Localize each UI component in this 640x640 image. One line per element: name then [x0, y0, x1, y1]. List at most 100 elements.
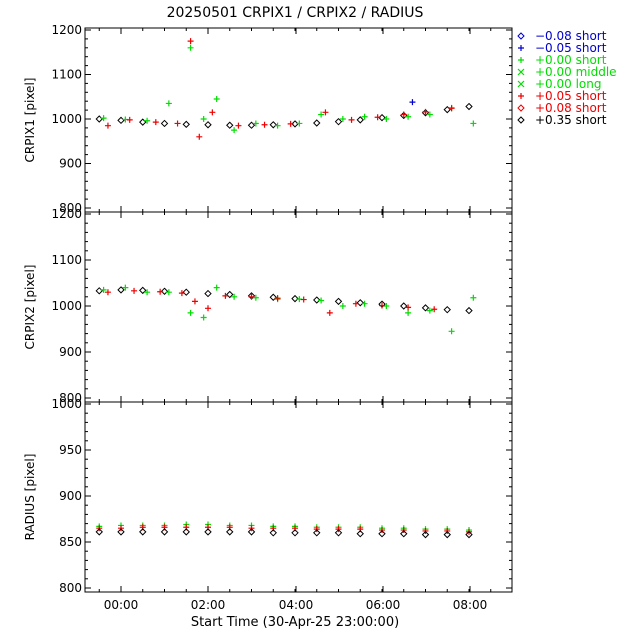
panel-frame	[84, 401, 513, 593]
data-points	[95, 284, 477, 335]
data-point	[152, 119, 159, 126]
y-tick-label: 800	[59, 391, 82, 405]
y-tick-label: 1100	[51, 253, 82, 267]
legend-marker	[518, 57, 524, 63]
data-point	[231, 293, 238, 300]
data-point	[252, 120, 259, 127]
data-point	[318, 297, 325, 304]
legend: −0.08 short−0.05 short+0.00 short+0.00 m…	[517, 29, 617, 127]
data-point	[313, 119, 321, 127]
x-axis-label: Start Time (30-Apr-25 23:00:00)	[191, 615, 399, 630]
data-point	[187, 38, 194, 45]
data-point	[247, 528, 256, 536]
y-tick-label: 800	[59, 201, 82, 215]
data-point	[200, 314, 207, 321]
data-point	[313, 529, 321, 537]
panel-1: 800 900 1000 1100 1200 CRPIX1 [pixel]	[23, 23, 513, 215]
data-point	[226, 290, 234, 299]
data-point	[318, 111, 325, 118]
data-point	[421, 304, 430, 312]
data-point	[231, 127, 238, 134]
data-point	[117, 116, 125, 125]
data-point	[356, 530, 364, 538]
data-point	[269, 293, 277, 301]
data-point	[144, 289, 151, 296]
data-point	[378, 530, 386, 538]
legend-marker	[518, 93, 524, 99]
y-tick-label: 900	[59, 157, 82, 171]
panel-3: 800 850 900 950 1000 RADIUS [pixel]	[23, 397, 513, 595]
data-point	[95, 287, 103, 295]
data-point	[165, 289, 172, 296]
data-point	[95, 115, 103, 123]
y-tick-label: 1200	[51, 23, 82, 37]
data-point	[200, 116, 207, 122]
y-axis-label: RADIUS [pixel]	[23, 454, 37, 541]
data-point	[334, 117, 343, 126]
data-point	[261, 121, 268, 128]
legend-marker	[518, 45, 524, 51]
data-point	[247, 121, 256, 129]
x-tick-labels: 00:00 02:00 04:00 06:00 08:00	[104, 598, 488, 612]
data-point	[291, 294, 299, 303]
y-tick-label: 800	[59, 581, 82, 595]
y-tick-label: 1100	[51, 68, 82, 82]
x-tick-label: 08:00	[453, 598, 488, 612]
data-point	[139, 286, 147, 295]
y-tick-label: 950	[59, 443, 82, 457]
data-point	[348, 116, 355, 123]
data-point	[339, 116, 346, 122]
data-point	[291, 529, 299, 537]
data-point	[213, 284, 220, 291]
y-tick-label: 900	[59, 345, 82, 359]
data-point	[252, 294, 259, 301]
y-tick-label: 1000	[51, 397, 82, 411]
y-tick-label: 1000	[51, 112, 82, 126]
y-tick-label: 900	[59, 489, 82, 503]
data-point	[104, 289, 111, 296]
data-point	[400, 111, 407, 118]
panels: 800 900 1000 1100 1200 CRPIX1 [pixel] 800 900 10…	[23, 23, 513, 595]
data-point	[95, 528, 103, 536]
legend-marker	[517, 116, 525, 124]
data-point	[300, 296, 307, 303]
data-point	[187, 309, 194, 316]
data-point	[400, 302, 408, 310]
data-point	[122, 284, 129, 291]
panel-frame	[84, 27, 513, 213]
data-point	[222, 292, 229, 299]
legend-label: +0.05 short	[535, 89, 607, 103]
data-point	[405, 113, 412, 120]
data-point	[117, 528, 125, 536]
data-point	[269, 529, 277, 537]
data-point	[443, 305, 451, 314]
data-point	[405, 304, 412, 311]
data-point	[204, 528, 212, 536]
data-point	[383, 116, 390, 122]
data-point	[287, 120, 294, 127]
y-axis-label: CRPIX1 [pixel]	[23, 78, 37, 163]
data-point	[443, 530, 451, 539]
data-point	[182, 288, 190, 296]
data-points	[95, 521, 473, 539]
y-tick-label: 1200	[51, 207, 82, 221]
data-point	[465, 102, 473, 111]
data-point	[334, 529, 343, 537]
data-point	[178, 290, 185, 297]
data-point	[313, 296, 321, 304]
data-point	[409, 99, 416, 106]
x-tick-label: 06:00	[366, 598, 401, 612]
data-point	[448, 328, 455, 335]
data-point	[326, 309, 333, 316]
data-point	[100, 115, 107, 122]
data-point	[235, 122, 242, 129]
x-tick-label: 02:00	[191, 598, 226, 612]
chart-title: 20250501 CRPIX1 / CRPIX2 / RADIUS	[167, 5, 424, 21]
legend-label: −0.08 short	[535, 29, 607, 43]
x-tick-label: 00:00	[104, 598, 139, 612]
data-point	[465, 530, 473, 539]
legend-label: +0.00 middle	[535, 65, 617, 79]
data-point	[274, 295, 281, 302]
data-point	[182, 120, 190, 129]
